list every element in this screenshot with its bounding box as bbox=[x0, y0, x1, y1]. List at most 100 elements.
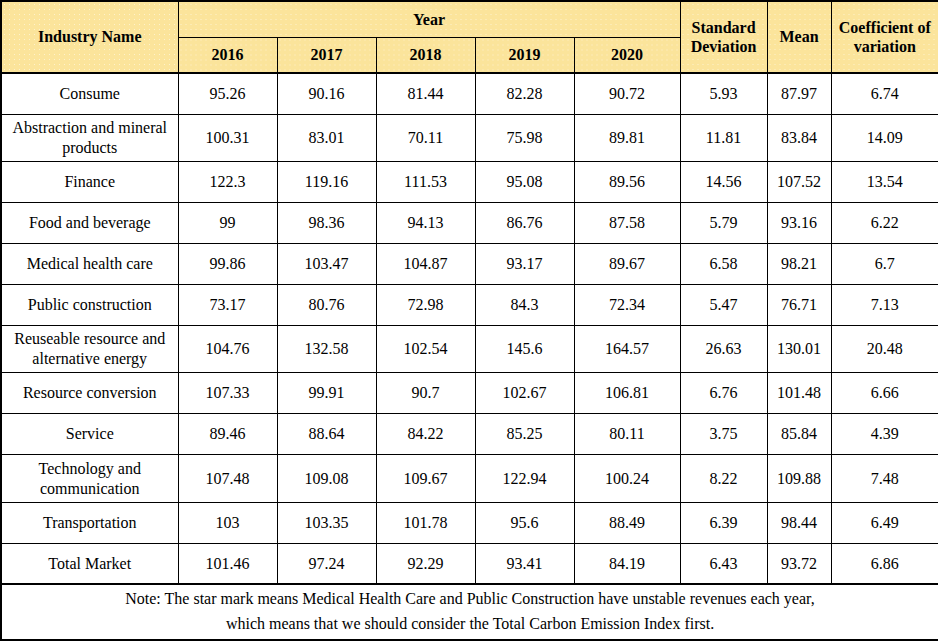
value-cell: 119.16 bbox=[277, 161, 376, 202]
value-cell: 98.44 bbox=[767, 502, 831, 543]
value-cell: 104.76 bbox=[178, 326, 277, 373]
header-year-group: Year bbox=[178, 1, 680, 37]
value-cell: 6.7 bbox=[831, 243, 938, 284]
value-cell: 93.72 bbox=[767, 543, 831, 584]
industry-name-cell: Public construction bbox=[1, 284, 178, 325]
header-mean: Mean bbox=[767, 1, 831, 73]
value-cell: 72.34 bbox=[574, 284, 680, 325]
value-cell: 99.91 bbox=[277, 373, 376, 414]
value-cell: 109.08 bbox=[277, 455, 376, 502]
value-cell: 8.22 bbox=[680, 455, 767, 502]
value-cell: 5.79 bbox=[680, 202, 767, 243]
value-cell: 94.13 bbox=[376, 202, 475, 243]
value-cell: 13.54 bbox=[831, 161, 938, 202]
value-cell: 106.81 bbox=[574, 373, 680, 414]
value-cell: 6.58 bbox=[680, 243, 767, 284]
value-cell: 89.46 bbox=[178, 414, 277, 455]
value-cell: 90.72 bbox=[574, 73, 680, 114]
value-cell: 81.44 bbox=[376, 73, 475, 114]
value-cell: 84.3 bbox=[475, 284, 574, 325]
industry-name-cell: Service bbox=[1, 414, 178, 455]
value-cell: 99.86 bbox=[178, 243, 277, 284]
industry-name-cell: Total Market bbox=[1, 543, 178, 584]
value-cell: 95.6 bbox=[475, 502, 574, 543]
value-cell: 101.78 bbox=[376, 502, 475, 543]
value-cell: 98.36 bbox=[277, 202, 376, 243]
value-cell: 6.22 bbox=[831, 202, 938, 243]
value-cell: 93.16 bbox=[767, 202, 831, 243]
value-cell: 89.56 bbox=[574, 161, 680, 202]
value-cell: 83.01 bbox=[277, 114, 376, 161]
header-coefficient-of-variation: Coefficient of variation bbox=[831, 1, 938, 73]
value-cell: 14.09 bbox=[831, 114, 938, 161]
table-row: Transportation103103.35101.7895.688.496.… bbox=[1, 502, 938, 543]
value-cell: 6.76 bbox=[680, 373, 767, 414]
value-cell: 7.13 bbox=[831, 284, 938, 325]
header-year-2019: 2019 bbox=[475, 37, 574, 73]
value-cell: 98.21 bbox=[767, 243, 831, 284]
industry-name-cell: Resource conversion bbox=[1, 373, 178, 414]
value-cell: 4.39 bbox=[831, 414, 938, 455]
table-row: Total Market101.4697.2492.2993.4184.196.… bbox=[1, 543, 938, 584]
value-cell: 87.58 bbox=[574, 202, 680, 243]
value-cell: 145.6 bbox=[475, 326, 574, 373]
value-cell: 93.17 bbox=[475, 243, 574, 284]
value-cell: 6.39 bbox=[680, 502, 767, 543]
value-cell: 164.57 bbox=[574, 326, 680, 373]
value-cell: 75.98 bbox=[475, 114, 574, 161]
value-cell: 85.25 bbox=[475, 414, 574, 455]
value-cell: 5.93 bbox=[680, 73, 767, 114]
header-standard-deviation: Standard Deviation bbox=[680, 1, 767, 73]
table-row: Technology and communication107.48109.08… bbox=[1, 455, 938, 502]
table-row: Abstraction and mineral products100.3183… bbox=[1, 114, 938, 161]
table-row: Finance122.3119.16111.5395.0889.5614.561… bbox=[1, 161, 938, 202]
header-year-2017: 2017 bbox=[277, 37, 376, 73]
value-cell: 89.67 bbox=[574, 243, 680, 284]
table-row: Reuseable resource and alternative energ… bbox=[1, 326, 938, 373]
value-cell: 7.48 bbox=[831, 455, 938, 502]
value-cell: 93.41 bbox=[475, 543, 574, 584]
value-cell: 122.94 bbox=[475, 455, 574, 502]
value-cell: 26.63 bbox=[680, 326, 767, 373]
value-cell: 88.64 bbox=[277, 414, 376, 455]
value-cell: 109.67 bbox=[376, 455, 475, 502]
value-cell: 107.48 bbox=[178, 455, 277, 502]
table-header: Industry Name Year Standard Deviation Me… bbox=[1, 1, 938, 73]
value-cell: 83.84 bbox=[767, 114, 831, 161]
value-cell: 88.49 bbox=[574, 502, 680, 543]
value-cell: 84.22 bbox=[376, 414, 475, 455]
table-row: Consume95.2690.1681.4482.2890.725.9387.9… bbox=[1, 73, 938, 114]
value-cell: 5.47 bbox=[680, 284, 767, 325]
value-cell: 76.71 bbox=[767, 284, 831, 325]
value-cell: 80.76 bbox=[277, 284, 376, 325]
value-cell: 104.87 bbox=[376, 243, 475, 284]
value-cell: 82.28 bbox=[475, 73, 574, 114]
value-cell: 122.3 bbox=[178, 161, 277, 202]
value-cell: 132.58 bbox=[277, 326, 376, 373]
table-row: Resource conversion107.3399.9190.7102.67… bbox=[1, 373, 938, 414]
table-row: Public construction73.1780.7672.9884.372… bbox=[1, 284, 938, 325]
carbon-emission-index-table: Industry Name Year Standard Deviation Me… bbox=[0, 0, 938, 641]
industry-name-cell: Consume bbox=[1, 73, 178, 114]
value-cell: 72.98 bbox=[376, 284, 475, 325]
value-cell: 101.48 bbox=[767, 373, 831, 414]
value-cell: 90.7 bbox=[376, 373, 475, 414]
value-cell: 87.97 bbox=[767, 73, 831, 114]
industry-name-cell: Finance bbox=[1, 161, 178, 202]
value-cell: 102.54 bbox=[376, 326, 475, 373]
value-cell: 6.43 bbox=[680, 543, 767, 584]
value-cell: 103.47 bbox=[277, 243, 376, 284]
value-cell: 103 bbox=[178, 502, 277, 543]
table-row: Service89.4688.6484.2285.2580.113.7585.8… bbox=[1, 414, 938, 455]
header-year-2018: 2018 bbox=[376, 37, 475, 73]
industry-name-cell: Reuseable resource and alternative energ… bbox=[1, 326, 178, 373]
value-cell: 95.08 bbox=[475, 161, 574, 202]
value-cell: 84.19 bbox=[574, 543, 680, 584]
value-cell: 107.52 bbox=[767, 161, 831, 202]
value-cell: 102.67 bbox=[475, 373, 574, 414]
value-cell: 85.84 bbox=[767, 414, 831, 455]
value-cell: 86.76 bbox=[475, 202, 574, 243]
value-cell: 6.49 bbox=[831, 502, 938, 543]
industry-name-cell: Abstraction and mineral products bbox=[1, 114, 178, 161]
value-cell: 89.81 bbox=[574, 114, 680, 161]
